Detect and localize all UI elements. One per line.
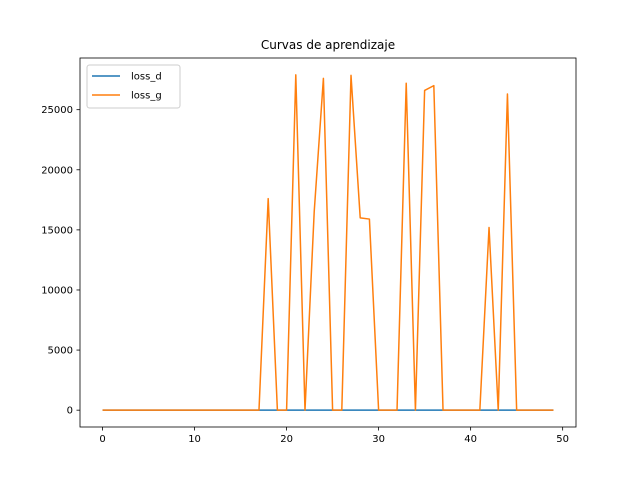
x-tick-label: 10: [188, 434, 201, 445]
y-tick-label: 25000: [41, 105, 73, 116]
axes: 0 10 20 30 40 50 0 5000 10000 15000 20000 25000: [41, 57, 577, 445]
legend-label-loss_d: loss_d: [131, 72, 162, 83]
y-tick-label: 10000: [41, 285, 73, 296]
legend-label-loss_g: loss_g: [131, 91, 162, 102]
y-tick-label: 20000: [41, 165, 73, 176]
plot-area: [102, 74, 554, 411]
chart-title: Curvas de aprendizaje: [261, 38, 395, 52]
x-tick-label: 40: [464, 434, 477, 445]
legend: loss_d loss_g: [86, 64, 181, 109]
y-tick-label: 0: [67, 406, 73, 417]
y-tick-label: 15000: [41, 225, 73, 236]
series-line-loss_g: [102, 74, 554, 411]
axes-frame: [79, 57, 577, 428]
x-tick-label: 20: [280, 434, 293, 445]
x-tick-label: 30: [372, 434, 385, 445]
x-tick-label: 50: [556, 434, 569, 445]
y-tick-label: 5000: [48, 346, 73, 357]
x-tick-label: 0: [99, 434, 105, 445]
